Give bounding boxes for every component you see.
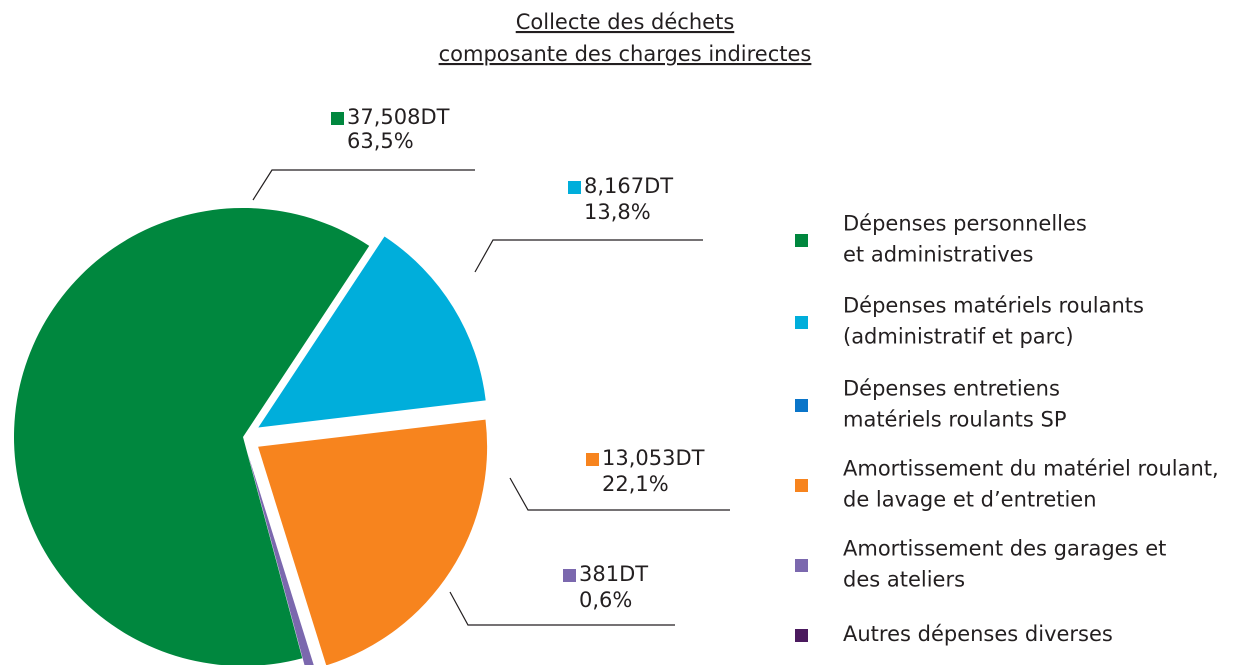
legend-label: Amortissement du matériel roulant, [843,457,1219,481]
leader-line [449,591,675,626]
legend-swatch [795,559,808,572]
legend-label: de lavage et d’entretien [843,488,1097,512]
value-label: 13,053DT [602,446,705,470]
legend-label: Dépenses entretiens [843,377,1060,401]
value-label: 8,167DT [584,174,673,198]
legend-label: (administratif et parc) [843,325,1074,349]
pie-slice [14,208,370,665]
legend-label: Dépenses matériels roulants [843,294,1144,318]
percent-label: 63,5% [347,129,414,153]
value-label: 37,508DT [347,105,450,129]
legend-label: Autres dépenses diverses [843,622,1113,646]
legend-swatch [795,479,808,492]
pie-slice [258,419,488,665]
leader-line [252,169,475,201]
legend-label: Dépenses personnelles [843,212,1087,236]
percent-label: 0,6% [579,588,632,612]
legend-label: Amortissement des garages et [843,537,1166,561]
label-swatch [568,181,581,194]
percent-label: 22,1% [602,472,669,496]
percent-label: 13,8% [584,200,651,224]
legend-label: matériels roulants SP [843,408,1067,432]
label-swatch [563,569,576,582]
value-label: 381DT [579,562,648,586]
chart-title: Collecte des déchets [516,10,735,34]
chart-title: composante des charges indirectes [439,42,812,66]
leader-line [474,239,703,273]
legend-swatch [795,629,808,642]
legend-swatch [795,316,808,329]
pie-slice [258,236,486,428]
label-swatch [586,453,599,466]
legend-label: et administratives [843,243,1034,267]
legend-label: des ateliers [843,568,965,592]
legend-swatch [795,234,808,247]
leader-line [509,477,730,511]
label-swatch [331,112,344,125]
legend-swatch [795,399,808,412]
